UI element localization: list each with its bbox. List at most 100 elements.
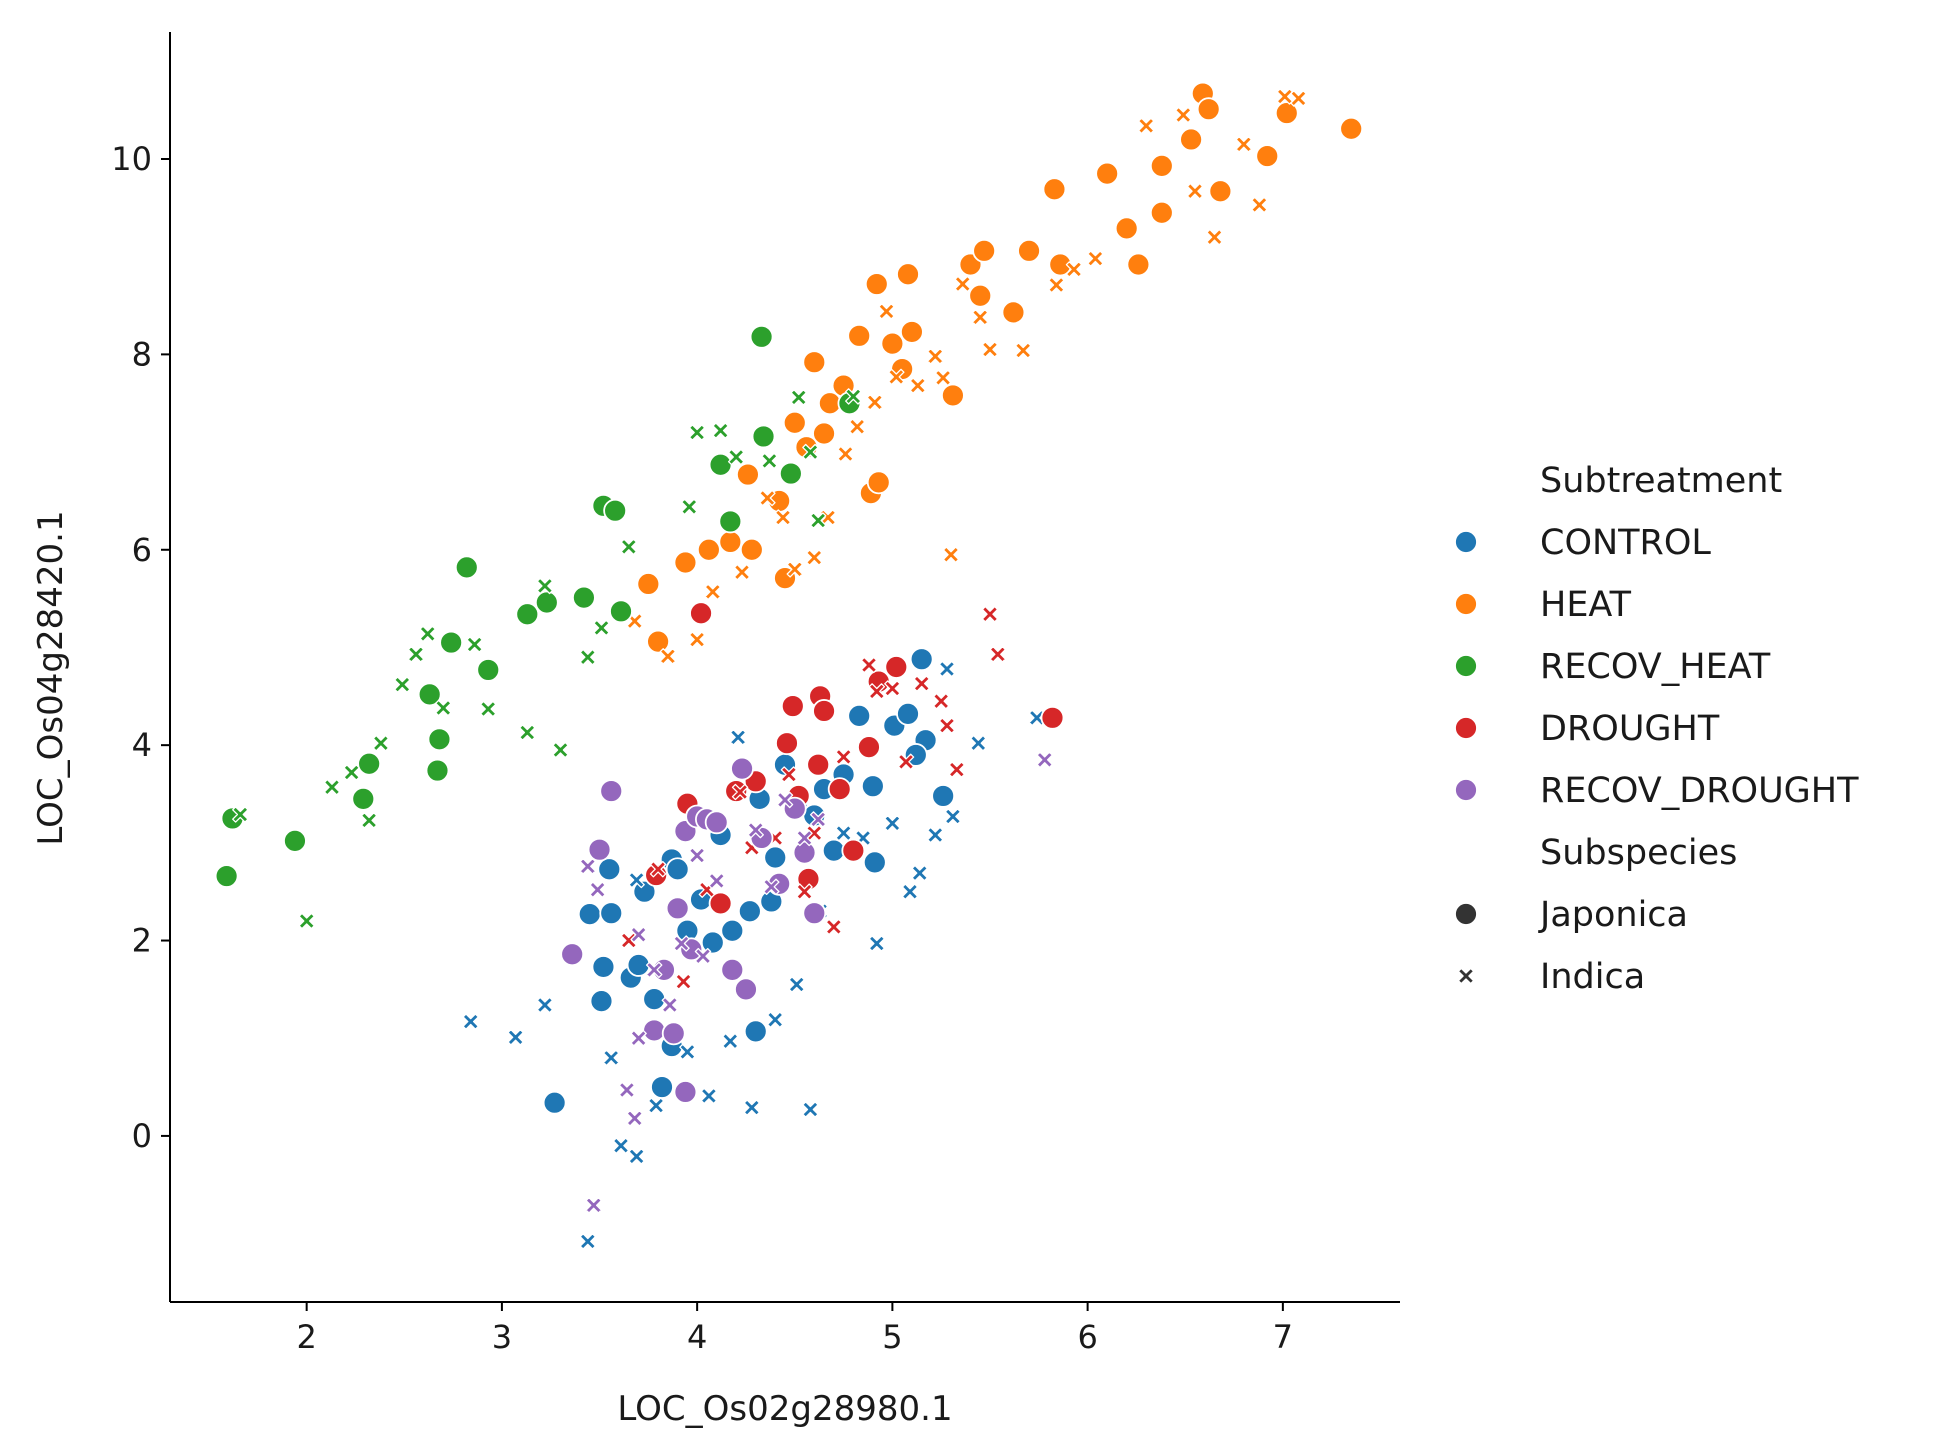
point-indica — [552, 741, 569, 759]
point-indica — [585, 1197, 602, 1214]
y-axis-label: LOC_Os04g28420.1 — [31, 510, 71, 845]
point-japonica — [283, 828, 307, 853]
point-japonica — [1114, 216, 1139, 241]
point-japonica — [632, 879, 657, 904]
point-indica — [989, 646, 1007, 663]
point-indica — [747, 821, 764, 839]
point-indica — [507, 1029, 524, 1046]
point-japonica — [896, 701, 920, 726]
point-indica — [845, 388, 862, 405]
point-japonica — [560, 942, 585, 967]
point-indica — [647, 1097, 665, 1114]
legend: Subtreatment CONTROL HEAT RECOV_HEAT DROUGHT… — [1454, 461, 1859, 997]
point-japonica — [515, 602, 540, 627]
point-indica — [786, 561, 804, 578]
point-indica — [419, 625, 436, 643]
point-indica — [323, 778, 341, 796]
point-japonica — [749, 324, 774, 349]
point-japonica — [1042, 177, 1067, 202]
point-japonica — [884, 655, 909, 679]
point-indica — [913, 675, 930, 692]
point-japonica — [1001, 300, 1026, 325]
point-japonica — [572, 585, 596, 610]
point-indica — [579, 858, 597, 875]
legend-marker — [1454, 530, 1478, 554]
point-indica — [602, 1049, 620, 1067]
point-indica — [1235, 136, 1253, 153]
point-japonica — [609, 599, 633, 624]
point-indica — [763, 878, 780, 896]
point-indica — [688, 847, 706, 864]
point-japonica — [720, 957, 745, 982]
point-japonica — [880, 331, 905, 356]
point-japonica — [1255, 144, 1280, 168]
point-indica — [809, 811, 827, 828]
point-indica — [1087, 250, 1104, 267]
y-tick-label: 4 — [132, 726, 152, 764]
point-indica — [1065, 261, 1083, 278]
point-indica — [806, 549, 823, 566]
point-indica — [1137, 117, 1155, 135]
point-japonica — [806, 752, 831, 777]
point-indica — [866, 394, 884, 411]
point-japonica — [720, 918, 745, 943]
point-indica — [888, 368, 905, 386]
series-drought — [620, 601, 1065, 990]
point-indica — [938, 717, 956, 734]
point-japonica — [673, 1080, 698, 1104]
point-indica — [673, 935, 690, 952]
point-japonica — [782, 410, 807, 435]
point-indica — [733, 563, 751, 581]
point-indica — [712, 422, 729, 439]
point-indica — [743, 1099, 761, 1116]
point-indica — [704, 583, 722, 601]
point-indica — [802, 1101, 819, 1118]
point-japonica — [577, 902, 602, 927]
point-indica — [579, 648, 597, 666]
legend-marker — [1454, 716, 1478, 740]
point-indica — [649, 860, 667, 878]
point-indica — [479, 700, 497, 718]
legend-label: RECOV_DROUGHT — [1540, 771, 1859, 811]
point-indica — [835, 748, 852, 766]
point-indica — [659, 648, 677, 665]
point-japonica — [792, 840, 817, 865]
legend-label: RECOV_HEAT — [1540, 647, 1771, 687]
point-indica — [981, 605, 999, 623]
point-japonica — [802, 901, 827, 926]
point-indica — [971, 309, 989, 326]
point-japonica — [718, 530, 743, 554]
point-japonica — [802, 350, 827, 375]
point-japonica — [866, 470, 891, 495]
point-japonica — [841, 838, 866, 863]
point-indica — [679, 1043, 696, 1061]
point-indica — [681, 498, 698, 516]
point-japonica — [1339, 116, 1364, 141]
x-tick-label: 6 — [1077, 1318, 1097, 1356]
point-indica — [729, 729, 747, 746]
point-indica — [675, 973, 692, 990]
point-indica — [868, 935, 886, 952]
point-japonica — [751, 424, 776, 449]
point-indica — [776, 791, 794, 809]
point-japonica — [1040, 705, 1065, 730]
point-indica — [628, 1148, 645, 1165]
point-japonica — [689, 601, 713, 626]
y-tick-label: 10 — [111, 140, 152, 178]
point-indica — [927, 348, 944, 365]
point-indica — [630, 926, 647, 943]
point-japonica — [862, 850, 887, 875]
point-indica — [837, 445, 854, 463]
series-heat — [626, 81, 1364, 665]
point-indica — [360, 812, 378, 829]
legend-marker-japonica — [1454, 902, 1478, 926]
point-japonica — [427, 727, 452, 752]
point-japonica — [665, 896, 690, 921]
point-japonica — [673, 550, 698, 575]
point-japonica — [900, 320, 924, 344]
data-points — [214, 81, 1364, 1250]
legend-label: DROUGHT — [1540, 709, 1720, 749]
point-indica — [802, 443, 819, 461]
point-japonica — [827, 777, 852, 802]
point-indica — [954, 275, 971, 293]
